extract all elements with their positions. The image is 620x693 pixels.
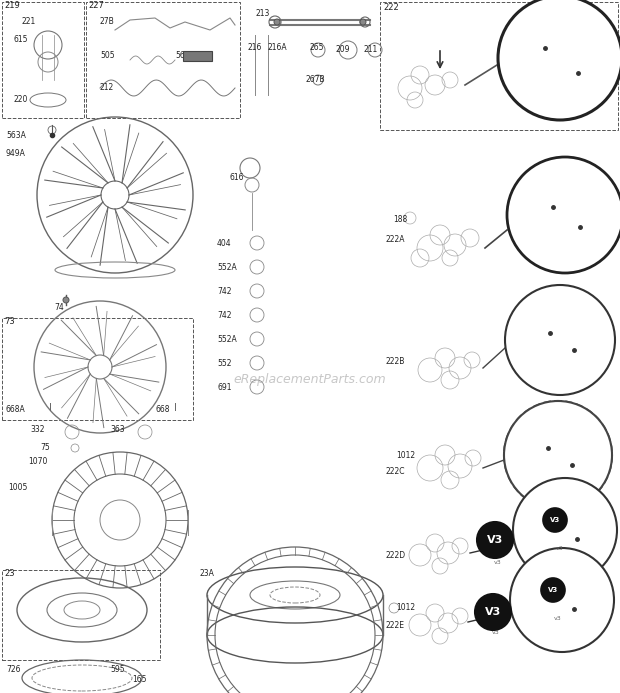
- Text: 209: 209: [335, 46, 350, 55]
- Text: 1070: 1070: [28, 457, 47, 466]
- Circle shape: [543, 508, 567, 532]
- Text: 552A: 552A: [217, 335, 237, 344]
- Text: 1012: 1012: [396, 450, 415, 459]
- Circle shape: [504, 401, 612, 509]
- Text: 265: 265: [310, 44, 324, 53]
- Circle shape: [541, 578, 565, 602]
- Text: 668: 668: [155, 405, 169, 414]
- Text: 615: 615: [14, 35, 29, 44]
- Text: 220: 220: [14, 96, 29, 105]
- Text: V3: V3: [487, 535, 503, 545]
- Circle shape: [505, 285, 615, 395]
- Text: 404: 404: [217, 238, 232, 247]
- Text: 742: 742: [217, 286, 231, 295]
- Text: 222A: 222A: [385, 236, 404, 245]
- Text: 742: 742: [217, 310, 231, 319]
- Text: v3: v3: [554, 615, 562, 620]
- Text: 27B: 27B: [100, 17, 115, 26]
- Text: 219: 219: [4, 1, 20, 10]
- Text: 23: 23: [4, 570, 15, 579]
- Text: 949A: 949A: [6, 148, 26, 157]
- Text: 1005: 1005: [8, 484, 27, 493]
- Text: 595: 595: [110, 665, 125, 674]
- Text: 227: 227: [88, 1, 104, 10]
- Text: v3: v3: [556, 545, 564, 550]
- Text: 221: 221: [22, 17, 36, 26]
- Text: 213: 213: [256, 8, 270, 17]
- Text: 212: 212: [100, 83, 114, 92]
- Text: 74: 74: [54, 303, 64, 311]
- Text: 216A: 216A: [268, 44, 288, 53]
- Text: 363: 363: [110, 426, 125, 435]
- Text: 1012: 1012: [396, 604, 415, 613]
- FancyBboxPatch shape: [182, 51, 211, 60]
- Text: 222B: 222B: [385, 358, 404, 367]
- Text: 668A: 668A: [6, 405, 26, 414]
- Circle shape: [513, 478, 617, 582]
- Circle shape: [274, 19, 280, 25]
- Text: 222C: 222C: [385, 468, 404, 477]
- Circle shape: [507, 157, 620, 273]
- Circle shape: [475, 594, 511, 630]
- Text: eReplacementParts.com: eReplacementParts.com: [234, 374, 386, 387]
- Circle shape: [360, 19, 366, 25]
- Text: 222E: 222E: [385, 620, 404, 629]
- Text: 222: 222: [383, 3, 399, 12]
- Text: V3: V3: [550, 517, 560, 523]
- Text: 563A: 563A: [6, 130, 26, 139]
- Text: v3: v3: [494, 559, 502, 565]
- Text: 267B: 267B: [305, 76, 325, 85]
- Circle shape: [477, 522, 513, 558]
- Text: 552A: 552A: [217, 263, 237, 272]
- Text: 726: 726: [6, 665, 20, 674]
- Text: v3: v3: [492, 631, 500, 635]
- Text: 211: 211: [363, 46, 377, 55]
- Text: 165: 165: [132, 676, 146, 685]
- Text: V3: V3: [485, 607, 501, 617]
- Text: 562: 562: [175, 51, 190, 60]
- Text: 222D: 222D: [385, 552, 405, 561]
- Text: 616: 616: [230, 173, 244, 182]
- Text: V3: V3: [548, 587, 558, 593]
- Circle shape: [510, 548, 614, 652]
- Text: 75: 75: [40, 443, 50, 452]
- Text: 691: 691: [217, 383, 231, 392]
- Text: 23A: 23A: [200, 570, 215, 579]
- Text: 332: 332: [30, 426, 45, 435]
- Circle shape: [498, 0, 620, 120]
- Text: 188: 188: [393, 216, 407, 225]
- Text: 216: 216: [248, 44, 262, 53]
- Text: 73: 73: [4, 317, 15, 326]
- Circle shape: [63, 297, 69, 303]
- Text: 505: 505: [100, 51, 115, 60]
- Text: 552: 552: [217, 358, 231, 367]
